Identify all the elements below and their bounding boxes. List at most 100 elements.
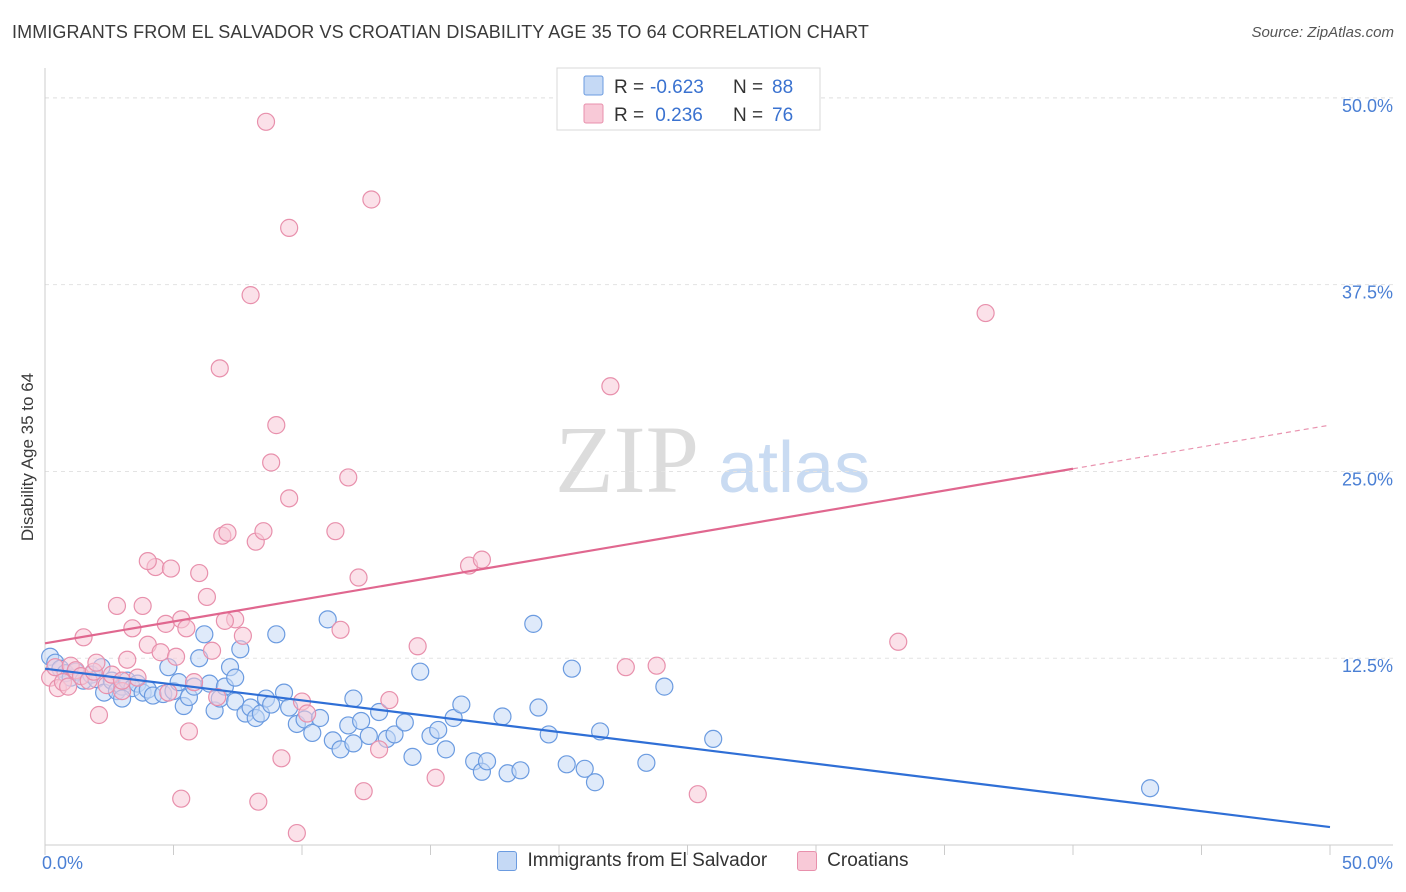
legend-label-el-salvador: Immigrants from El Salvador [527,850,768,871]
y-tick-label: 25.0% [1342,469,1393,489]
el-salvador-point [195,625,214,644]
croatians-point [177,619,196,638]
trend-lines [44,424,1331,829]
croatians-point [472,550,491,569]
croatians-point [267,416,286,435]
croatians-point [128,668,147,687]
series-legend: Immigrants from El Salvador Croatians [0,850,1406,872]
legend-item-el-salvador: Immigrants from El Salvador [497,850,767,872]
series-croatians-points [41,112,995,843]
croatians-point [249,792,268,811]
el-salvador-point [655,677,674,696]
x-ticks [44,845,1331,855]
croatians-point [133,596,152,616]
croatians-point [59,677,78,696]
el-salvador-point [585,773,605,792]
croatians-point [601,377,620,396]
el-salvador-point [352,711,371,731]
legend-r-label-1: R = [614,105,644,126]
el-salvador-point [429,720,448,740]
el-salvador-trend-line [44,667,1331,829]
y-axis-title: Disability Age 35 to 64 [18,373,37,541]
croatians-point [688,785,707,804]
el-salvador-point [318,610,337,629]
croatians-point [166,647,186,666]
y-tick-label: 12.5% [1342,656,1393,676]
croatians-point [112,671,132,690]
watermark-atlas: atlas [718,428,870,508]
gridlines [45,97,1393,659]
el-salvador-point [395,713,414,732]
el-salvador-point [704,729,723,749]
stats-legend: R = -0.623 N = 88 R = 0.236 N = 76 [556,67,821,131]
el-salvador-point [1140,779,1160,798]
el-salvador-point [557,755,576,774]
el-salvador-point [403,747,422,766]
croatians-point [233,626,252,645]
croatians-point [138,551,157,571]
el-salvador-point [529,698,548,717]
legend-r-value-1: 0.236 [650,105,703,126]
croatians-point [161,559,181,578]
series-el-salvador-points [41,610,1160,798]
croatians-point [118,650,137,669]
y-tick-label: 37.5% [1342,283,1393,303]
el-salvador-point [267,625,286,644]
el-salvador-point [511,761,530,780]
legend-r-value-0: -0.623 [650,77,704,98]
croatians-point [241,286,260,305]
croatians-point [280,489,299,508]
el-salvador-point [637,753,656,772]
el-salvador-point [411,662,430,681]
croatians-point [616,658,635,677]
croatians-point [89,705,109,725]
watermark-zip: ZIP [555,406,699,513]
croatians-point [408,637,427,656]
legend-swatch-croatians [583,103,604,124]
croatians-point [262,453,281,472]
el-salvador-point [539,725,558,744]
croatians-point [190,563,209,583]
croatians-point [349,568,368,587]
croatians-point [179,722,199,741]
croatians-point [380,690,399,710]
croatians-point [362,190,381,209]
croatians-point [215,611,234,630]
el-salvador-point [262,695,281,714]
el-salvador-point [226,668,245,687]
croatians-point [647,656,666,675]
croatians-point [287,823,306,843]
croatians-point [889,632,908,651]
legend-swatch-croatians [797,851,818,871]
chart-title: IMMIGRANTS FROM EL SALVADOR VS CROATIAN … [12,22,869,42]
croatians-point [976,303,995,323]
el-salvador-point [477,752,497,771]
croatians-point [254,522,273,541]
croatians-point [326,522,345,541]
axes [44,68,1393,846]
croatians-point [256,112,276,131]
croatians-point [172,789,191,808]
croatians-point [339,468,358,487]
croatians-point [331,620,350,639]
croatians-point [159,683,178,702]
x-tick-label-min: 0.0% [42,853,83,873]
croatians-point [46,658,65,677]
legend-swatch-el-salvador [583,75,604,96]
el-salvador-point [562,659,581,678]
croatians-point [151,643,170,662]
croatians-point [87,653,106,672]
croatians-point [298,704,317,723]
croatians-point [426,768,445,787]
x-tick-label-max: 50.0% [1342,853,1393,873]
legend-item-croatians: Croatians [797,850,909,872]
croatians-point [210,359,229,378]
legend-r-label-0: R = [614,77,644,98]
croatians-point [354,782,373,801]
croatians-point [218,523,237,542]
legend-n-value-0: 88 [772,77,793,98]
croatians-point [197,587,217,607]
croatians-point [208,687,227,707]
croatians-point [272,749,291,768]
el-salvador-point [493,707,512,726]
